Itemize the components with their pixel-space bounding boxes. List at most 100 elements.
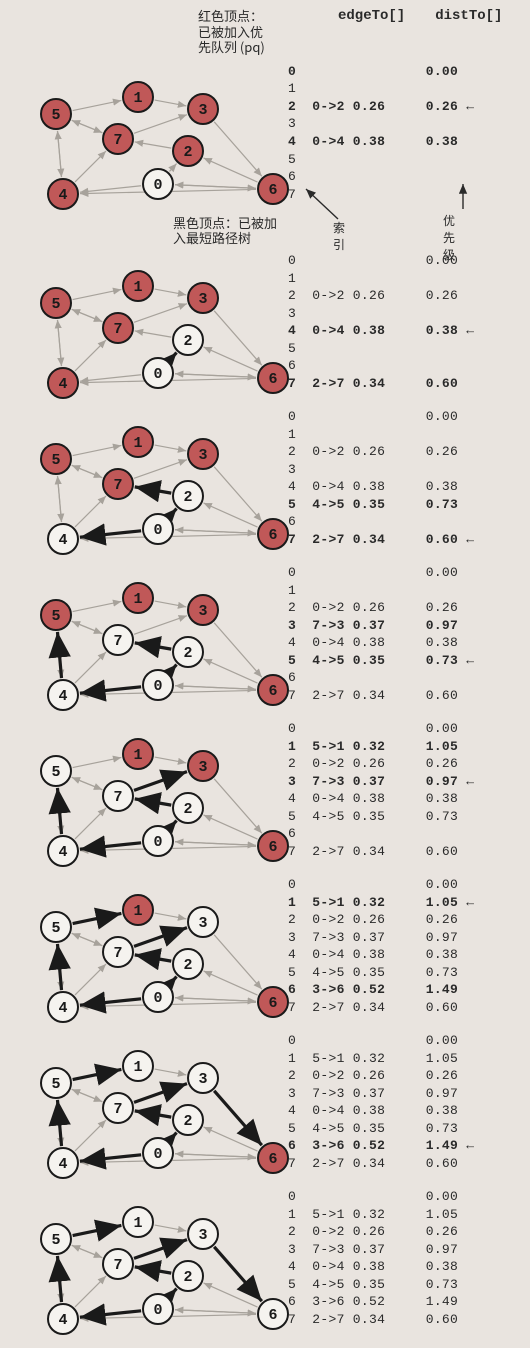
table-row: 5 4->5 0.35 0.73 ←: [288, 652, 522, 670]
graph-diagram: 01234567: [8, 872, 288, 1022]
table-row: 2 0->2 0.26 0.26: [288, 1067, 522, 1085]
table-row: 6: [288, 357, 522, 375]
svg-text:3: 3: [198, 759, 207, 776]
table-row: 4 0->4 0.38 0.38: [288, 946, 522, 964]
graph-diagram: 01234567: [8, 1184, 288, 1334]
svg-text:6: 6: [268, 683, 277, 700]
svg-text:4: 4: [58, 1312, 67, 1329]
red-vertex-note: 红色顶点： 已被加入优 先队列 (pq): [198, 8, 318, 55]
svg-text:3: 3: [198, 1227, 207, 1244]
table-row: 2 0->2 0.26 0.26 ←: [288, 98, 522, 116]
svg-text:4: 4: [58, 376, 67, 393]
table-row: 4 0->4 0.38 0.38: [288, 1102, 522, 1120]
svg-text:2: 2: [183, 957, 192, 974]
table-row: 4 0->4 0.38 0.38: [288, 634, 522, 652]
svg-text:0: 0: [153, 1146, 162, 1163]
index-annotation: 索引: [333, 219, 345, 253]
edgeto-header: edgeTo[]: [338, 8, 405, 24]
table-row: 0 0.00: [288, 1032, 522, 1050]
svg-text:2: 2: [183, 144, 192, 161]
table-row: 5 4->5 0.35 0.73: [288, 808, 522, 826]
table-row: 7 2->7 0.34 0.60: [288, 999, 522, 1017]
svg-text:7: 7: [113, 1257, 122, 1274]
table-row: 1 5->1 0.32 1.05: [288, 1050, 522, 1068]
black-note-l2: 入最短路径树: [173, 228, 251, 247]
graph-diagram: 01234567: [8, 248, 288, 398]
svg-text:3: 3: [198, 291, 207, 308]
algorithm-step: 012345670 0.001 2 0->2 0.26 0.263 4 0->4…: [8, 404, 522, 554]
state-table: 0 0.001 5->1 0.32 1.052 0->2 0.26 0.263 …: [288, 1032, 522, 1172]
table-row: 1: [288, 582, 522, 600]
svg-text:7: 7: [113, 633, 122, 650]
state-table: 0 0.001 5->1 0.32 1.052 0->2 0.26 0.263 …: [288, 1188, 522, 1328]
svg-text:3: 3: [198, 915, 207, 932]
svg-text:5: 5: [51, 920, 60, 937]
svg-text:7: 7: [113, 789, 122, 806]
svg-text:0: 0: [153, 366, 162, 383]
table-row: 4 0->4 0.38 0.38: [288, 133, 522, 151]
table-row: 1 5->1 0.32 1.05: [288, 738, 522, 756]
graph-diagram: 01234567: [8, 716, 288, 866]
distto-header: distTo[]: [435, 8, 502, 24]
table-row: 5 4->5 0.35 0.73: [288, 1276, 522, 1294]
svg-text:4: 4: [58, 844, 67, 861]
svg-text:0: 0: [153, 522, 162, 539]
svg-text:1: 1: [133, 1215, 142, 1232]
table-row: 2 0->2 0.26 0.26: [288, 911, 522, 929]
svg-text:1: 1: [133, 90, 142, 107]
svg-text:7: 7: [113, 477, 122, 494]
svg-text:4: 4: [58, 1156, 67, 1173]
table-row: 6 3->6 0.52 1.49: [288, 1293, 522, 1311]
table-row: 2 0->2 0.26 0.26: [288, 599, 522, 617]
state-table: 0 0.001 5->1 0.32 1.052 0->2 0.26 0.263 …: [288, 720, 522, 860]
svg-text:6: 6: [268, 995, 277, 1012]
table-row: 0 0.00: [288, 63, 522, 81]
svg-text:7: 7: [113, 1101, 122, 1118]
table-row: 6: [288, 513, 522, 531]
svg-text:5: 5: [51, 608, 60, 625]
svg-text:5: 5: [51, 1232, 60, 1249]
table-row: 3 7->3 0.37 0.97: [288, 1241, 522, 1259]
table-row: 4 0->4 0.38 0.38: [288, 478, 522, 496]
table-row: 3 7->3 0.37 0.97: [288, 617, 522, 635]
svg-text:1: 1: [133, 435, 142, 452]
table-row: 6 3->6 0.52 1.49 ←: [288, 1137, 522, 1155]
table-row: 7 2->7 0.34 0.60: [288, 1311, 522, 1329]
table-row: 2 0->2 0.26 0.26: [288, 755, 522, 773]
svg-text:6: 6: [268, 182, 277, 199]
algorithm-step: 012345670 0.001 5->1 0.32 1.052 0->2 0.2…: [8, 716, 522, 866]
svg-text:1: 1: [133, 279, 142, 296]
table-row: 0 0.00: [288, 720, 522, 738]
table-row: 5 4->5 0.35 0.73: [288, 496, 522, 514]
svg-text:2: 2: [183, 645, 192, 662]
table-row: 2 0->2 0.26 0.26: [288, 287, 522, 305]
svg-text:2: 2: [183, 489, 192, 506]
table-row: 5 4->5 0.35 0.73: [288, 964, 522, 982]
svg-text:7: 7: [113, 945, 122, 962]
svg-text:5: 5: [51, 764, 60, 781]
table-row: 7 2->7 0.34 0.60 ←: [288, 531, 522, 549]
table-row: 3: [288, 305, 522, 323]
svg-text:4: 4: [58, 187, 67, 204]
svg-text:6: 6: [268, 839, 277, 856]
svg-text:3: 3: [198, 447, 207, 464]
table-row: 1: [288, 426, 522, 444]
svg-text:0: 0: [153, 834, 162, 851]
table-row: 1: [288, 270, 522, 288]
table-row: 1 5->1 0.32 1.05 ←: [288, 894, 522, 912]
table-row: 0 0.00: [288, 1188, 522, 1206]
state-table: 0 0.001 2 0->2 0.26 0.263 7->3 0.37 0.97…: [288, 564, 522, 704]
table-row: 0 0.00: [288, 876, 522, 894]
svg-text:1: 1: [133, 1059, 142, 1076]
table-row: 2 0->2 0.26 0.26: [288, 1223, 522, 1241]
table-row: 3 7->3 0.37 0.97: [288, 929, 522, 947]
svg-text:2: 2: [183, 801, 192, 818]
svg-text:4: 4: [58, 1000, 67, 1017]
svg-text:0: 0: [153, 1302, 162, 1319]
table-row: 4 0->4 0.38 0.38: [288, 790, 522, 808]
svg-text:3: 3: [198, 102, 207, 119]
state-table: 0 0.001 5->1 0.32 1.05 ←2 0->2 0.26 0.26…: [288, 876, 522, 1016]
svg-text:5: 5: [51, 1076, 60, 1093]
svg-text:0: 0: [153, 678, 162, 695]
svg-text:2: 2: [183, 1269, 192, 1286]
